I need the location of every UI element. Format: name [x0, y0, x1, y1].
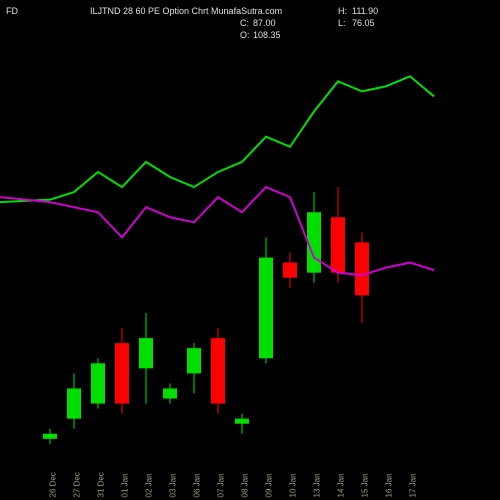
x-axis-labels: 26 Dec 27 Dec 31 Dec 01 Jan 02 Jan 03 Jan 06 J… — [0, 464, 500, 500]
x-axis-tick-label: 31 Dec — [97, 472, 106, 497]
header-left: FD — [6, 6, 18, 16]
x-axis-tick-label: 03 Jan — [169, 473, 178, 497]
header-c-label: C: — [240, 18, 249, 28]
price-chart — [0, 36, 500, 464]
x-axis-tick-label: 26 Dec — [49, 472, 58, 497]
x-axis-tick-label: 02 Jan — [145, 473, 154, 497]
header-c-value: 87.00 — [253, 18, 276, 28]
x-axis-tick-label: 16 Jan — [385, 473, 394, 497]
x-axis-tick-label: 06 Jan — [193, 473, 202, 497]
header-h-label: H: — [338, 6, 347, 16]
candle-body — [211, 338, 225, 403]
x-axis-tick-label: 08 Jan — [241, 473, 250, 497]
header-l-label: L: — [338, 18, 346, 28]
x-axis-tick-label: 15 Jan — [361, 473, 370, 497]
candle-body — [139, 338, 153, 368]
candle-body — [283, 263, 297, 278]
x-axis-tick-label: 07 Jan — [217, 473, 226, 497]
candle-body — [67, 388, 81, 418]
x-axis-tick-label: 13 Jan — [313, 473, 322, 497]
header-ticker: ILJTND 28 60 PE Option Chrt MunafaSutra.… — [90, 6, 282, 16]
candle-body — [163, 388, 177, 398]
candle-body — [331, 217, 345, 272]
candle-body — [187, 348, 201, 373]
chart-header: FD ILJTND 28 60 PE Option Chrt MunafaSut… — [0, 0, 500, 36]
candle-body — [235, 419, 249, 424]
x-axis-tick-label: 10 Jan — [289, 473, 298, 497]
x-axis-tick-label: 09 Jan — [265, 473, 274, 497]
candle-body — [115, 343, 129, 403]
candle-body — [259, 258, 273, 359]
x-axis-tick-label: 14 Jan — [337, 473, 346, 497]
candle-body — [43, 434, 57, 439]
x-axis-tick-label: 17 Jan — [409, 473, 418, 497]
candle-body — [91, 363, 105, 403]
x-axis-tick-label: 27 Dec — [73, 472, 82, 497]
header-h-value: 111.90 — [352, 6, 378, 16]
header-l-value: 76.05 — [352, 18, 375, 28]
indicator-line-green — [0, 76, 434, 202]
x-axis-tick-label: 01 Jan — [121, 473, 130, 497]
candle-body — [355, 242, 369, 295]
candle-body — [307, 212, 321, 272]
